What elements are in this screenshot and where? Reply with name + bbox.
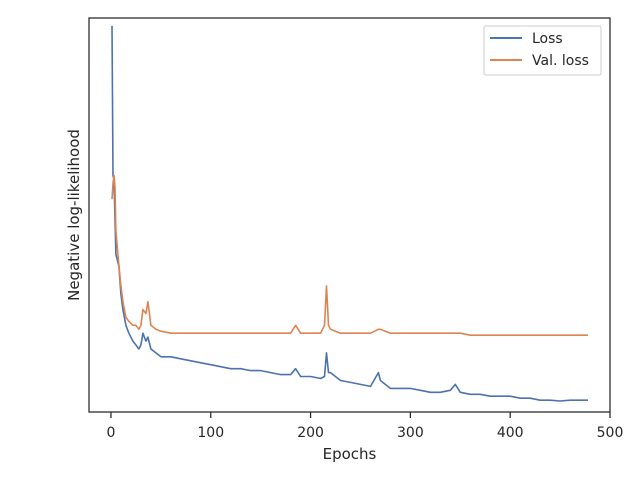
x-tick-label: 300	[397, 425, 424, 441]
x-axis-label: Epochs	[323, 445, 377, 463]
legend: Loss Val. loss	[483, 25, 602, 76]
series-line-val-loss	[111, 174, 588, 336]
series-layer	[111, 25, 588, 402]
x-tick-label: 0	[106, 425, 115, 441]
x-axis-ticks: 0 100 200 300 400 500	[106, 412, 623, 441]
legend-label-val-loss: Val. loss	[532, 53, 589, 69]
x-tick-label: 400	[497, 425, 524, 441]
series-line-loss	[111, 25, 588, 402]
x-tick-label: 200	[297, 425, 324, 441]
x-tick-label: 100	[197, 425, 224, 441]
plot-frame	[88, 17, 611, 413]
x-tick-label: 500	[597, 425, 624, 441]
y-axis-label: Negative log-likelihood	[65, 129, 83, 301]
legend-label-loss: Loss	[532, 31, 563, 47]
